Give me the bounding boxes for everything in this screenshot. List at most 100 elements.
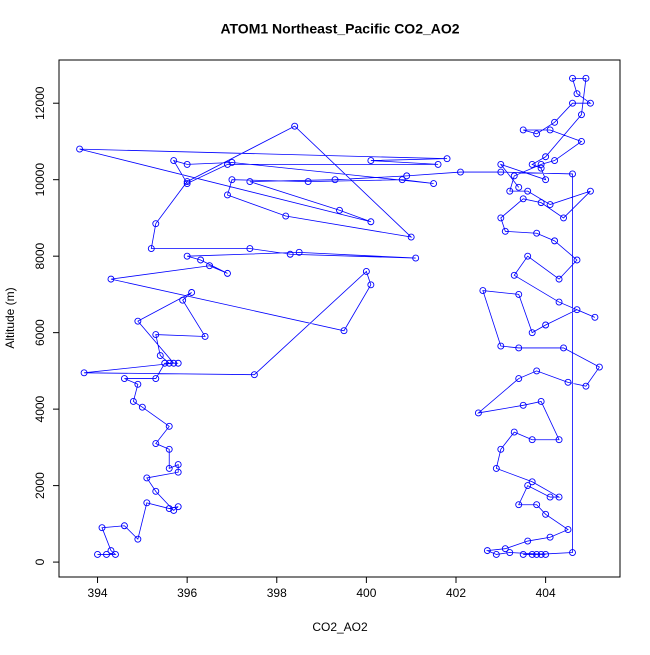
data-point (506, 187, 514, 195)
x-tick-label: 400 (356, 586, 376, 600)
data-point (403, 172, 411, 180)
data-point (551, 157, 559, 165)
data-point (165, 505, 173, 513)
data-point (497, 445, 505, 453)
data-point (246, 178, 254, 186)
data-point (524, 187, 532, 195)
chart-title: ATOM1 Northeast_Pacific CO2_AO2 (220, 21, 459, 37)
data-point (551, 237, 559, 245)
y-tick-label: 12000 (33, 86, 47, 120)
y-tick-label: 2000 (33, 472, 47, 499)
data-point (537, 164, 545, 172)
data-point (537, 550, 545, 558)
data-point (524, 252, 532, 260)
data-point (165, 464, 173, 472)
data-point (134, 317, 142, 325)
data-point (179, 296, 187, 304)
data-point (569, 99, 576, 107)
data-point (161, 359, 169, 367)
data-point (533, 550, 541, 558)
data-point (134, 380, 142, 388)
data-point (542, 550, 550, 558)
data-point (474, 409, 482, 417)
data-point (564, 526, 572, 534)
data-point (412, 254, 420, 262)
data-point (206, 262, 214, 270)
data-point (560, 214, 567, 222)
data-point (555, 298, 563, 306)
data-point (304, 178, 312, 186)
data-point (76, 145, 84, 153)
data-point (573, 306, 581, 314)
data-point (564, 378, 572, 386)
plot-frame (58, 59, 621, 578)
data-point (555, 275, 563, 283)
x-tick-label: 398 (267, 586, 287, 600)
y-tick-label: 8000 (33, 242, 47, 269)
data-point (367, 281, 375, 289)
data-point (295, 248, 303, 256)
data-point (152, 487, 160, 495)
data-point (528, 329, 536, 337)
data-point (197, 256, 205, 264)
data-point (165, 422, 173, 430)
data-point (519, 195, 527, 203)
data-point (107, 547, 115, 555)
data-point (291, 122, 299, 130)
data-point (183, 252, 191, 260)
data-point (331, 176, 339, 184)
data-point (143, 499, 151, 507)
y-tick-label: 4000 (33, 395, 47, 422)
data-point (174, 359, 182, 367)
y-tick-label: 6000 (33, 319, 47, 346)
data-point (143, 474, 151, 482)
data-point (98, 524, 106, 532)
data-point (147, 245, 155, 252)
data-point (183, 160, 191, 168)
data-point (528, 160, 536, 168)
data-point (533, 229, 541, 237)
data-point (542, 510, 550, 518)
data-point (542, 153, 550, 161)
data-point (170, 157, 178, 165)
data-point (156, 352, 164, 360)
data-point (492, 464, 500, 472)
data-point (152, 440, 160, 447)
data-point (501, 545, 509, 553)
data-point (138, 403, 146, 411)
data-point (569, 549, 576, 556)
x-tick-label: 396 (177, 586, 197, 600)
y-tick-label: 0 (33, 558, 47, 565)
data-point (497, 168, 505, 176)
data-point (340, 327, 348, 335)
data-point (546, 533, 554, 541)
data-point (573, 256, 581, 264)
data-point (367, 157, 375, 165)
data-point (515, 501, 523, 509)
data-point (479, 287, 487, 295)
data-point (537, 199, 545, 207)
data-point (510, 428, 518, 436)
data-point (434, 160, 442, 168)
data-point (228, 176, 236, 184)
data-point (457, 168, 464, 176)
data-point (537, 160, 545, 168)
data-point (569, 74, 576, 82)
data-point (560, 344, 567, 352)
data-point (492, 550, 500, 558)
data-point (362, 268, 370, 275)
data-point (528, 436, 536, 444)
data-point (407, 233, 415, 241)
data-line (79, 77, 600, 555)
x-axis-label: CO2_AO2 (312, 620, 368, 634)
data-point (528, 550, 536, 558)
data-point (533, 130, 541, 138)
data-point (134, 535, 142, 543)
data-point (398, 176, 406, 184)
data-point (555, 493, 563, 501)
data-point (542, 321, 550, 329)
data-point (94, 550, 101, 558)
data-point (582, 74, 590, 82)
data-point (519, 126, 527, 134)
data-point (515, 375, 523, 382)
